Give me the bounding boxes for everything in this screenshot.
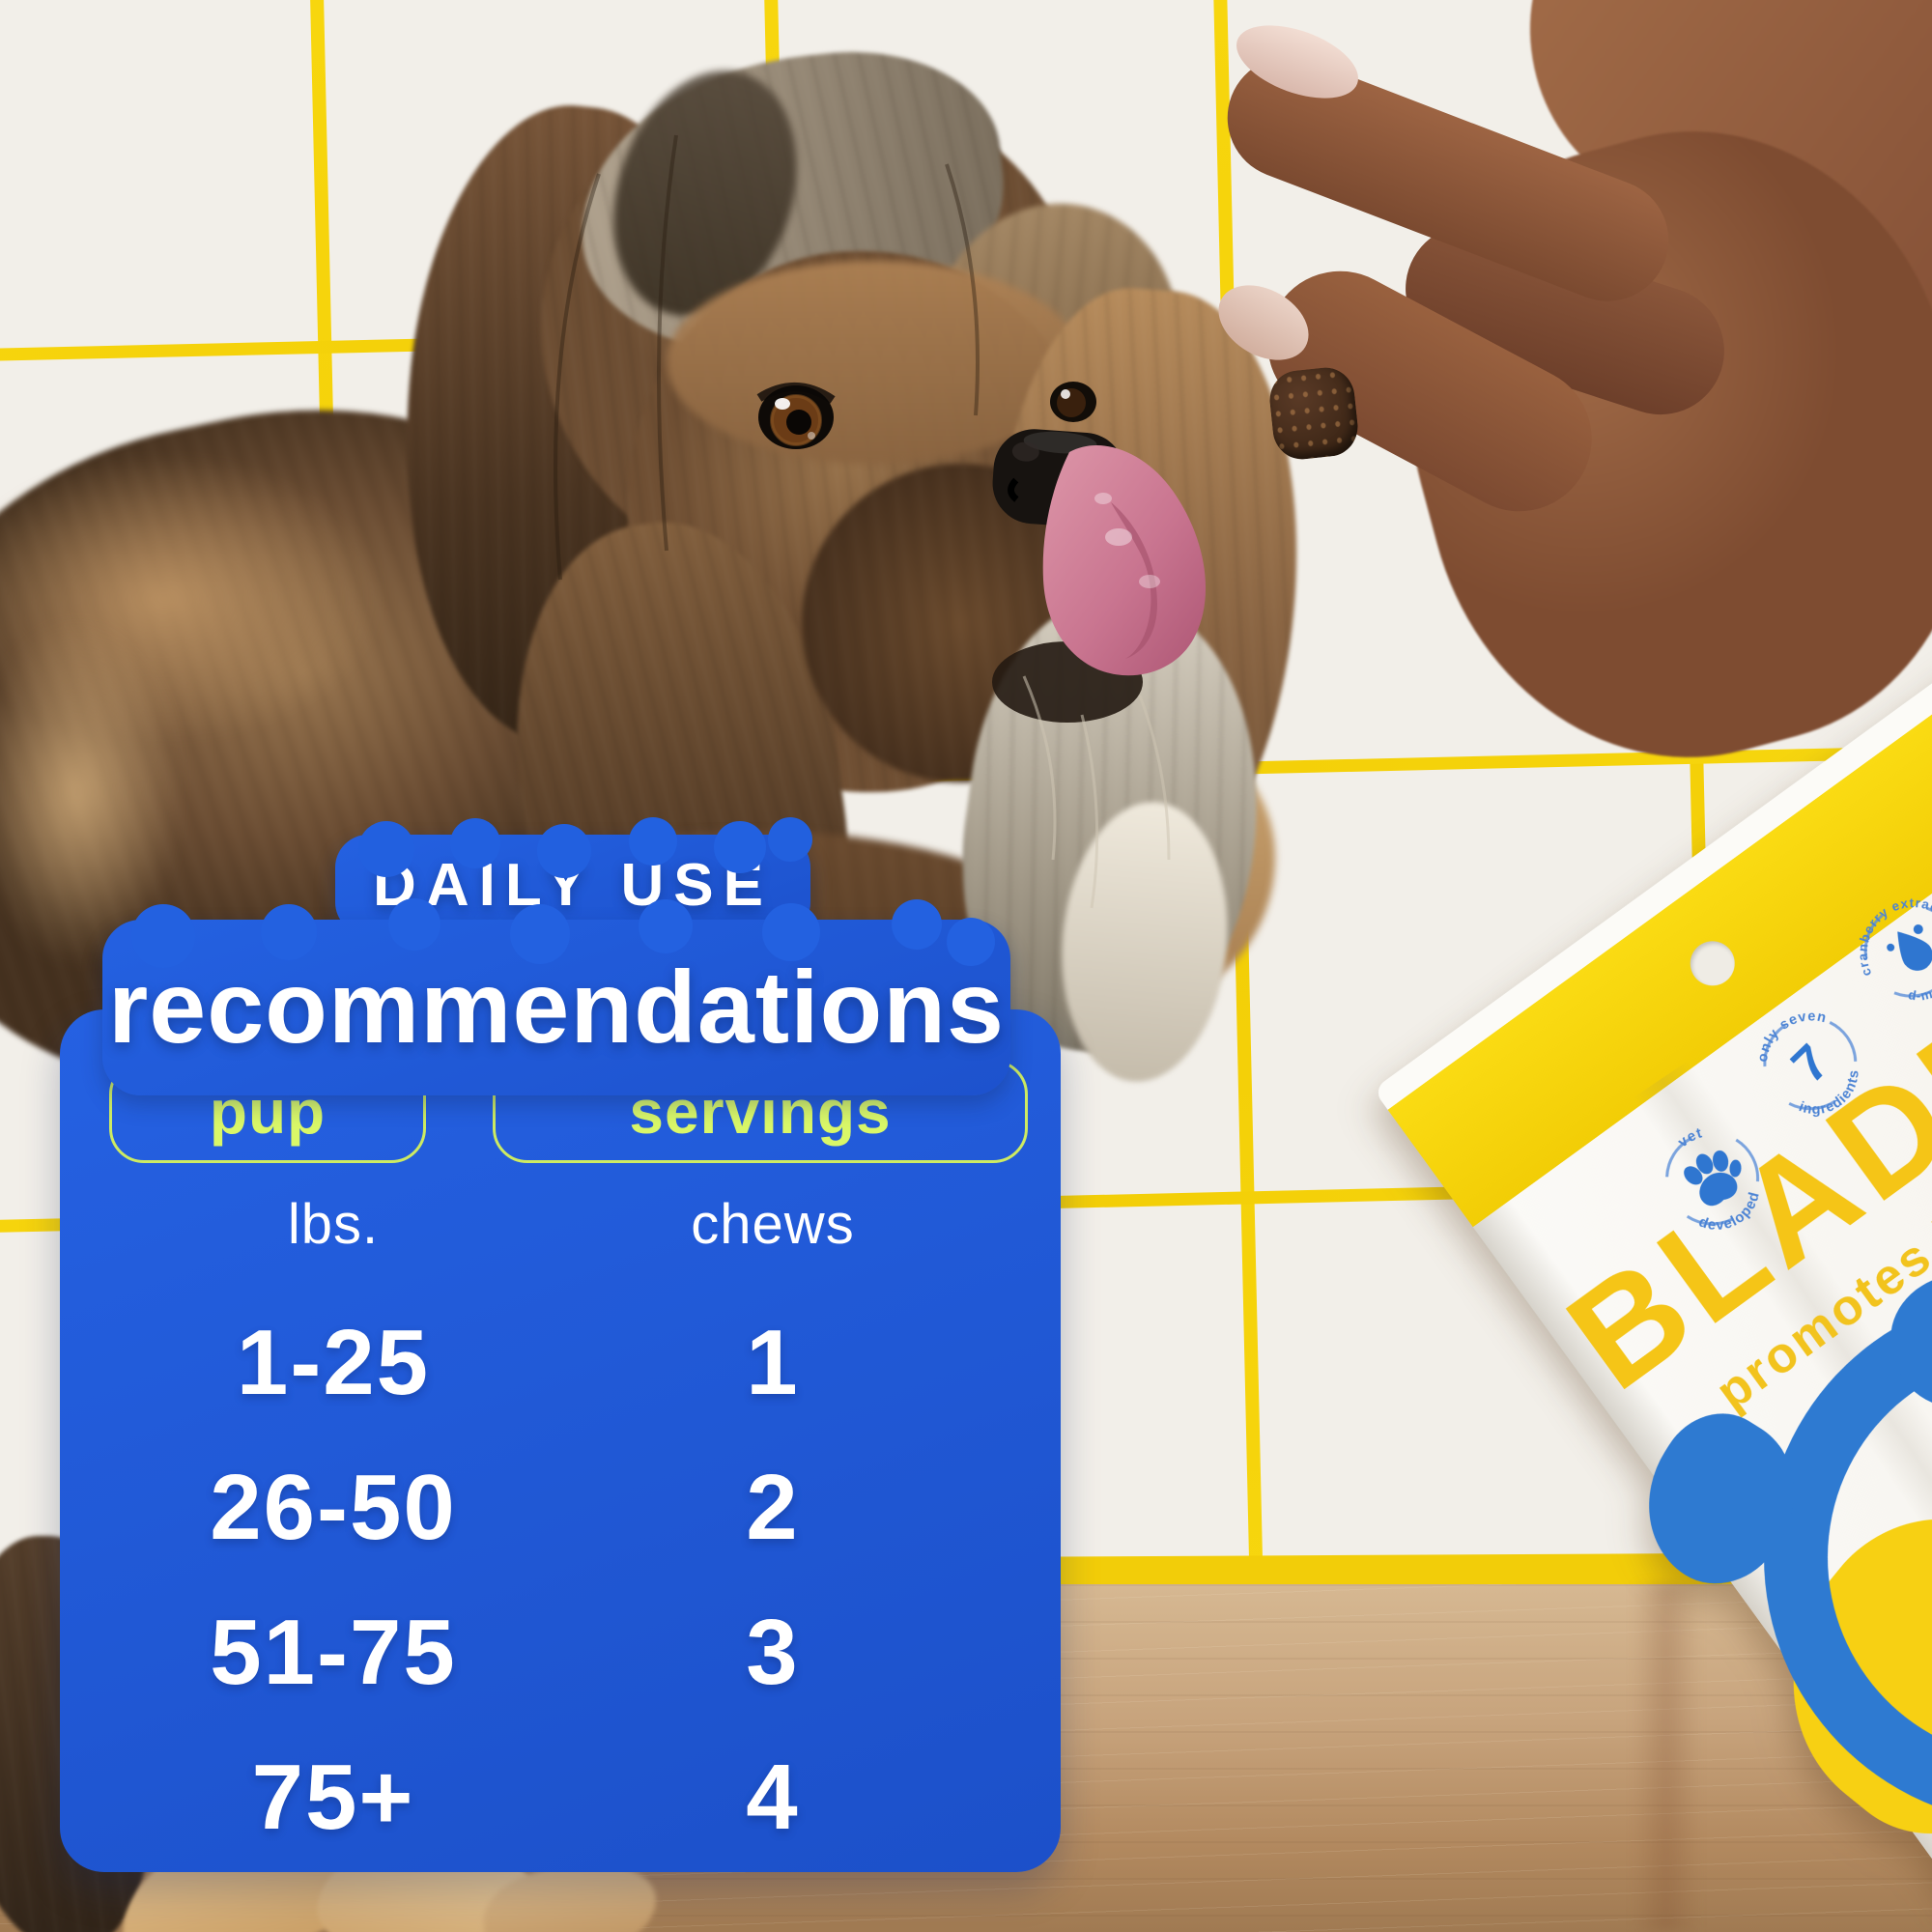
dog-right-eye	[1050, 382, 1096, 422]
table-row-weight: 51-75	[210, 1601, 457, 1704]
recommendations-title: recommendations	[107, 950, 1005, 1065]
dog-fur-strands	[554, 134, 980, 581]
table-row-weight: 75+	[251, 1746, 415, 1849]
recommendations-panel	[60, 1009, 1061, 1872]
recommendations-sticker: recommendations	[102, 904, 1010, 1095]
wood-grain-streak	[1633, 1584, 1700, 1932]
daily-use-sticker: DAILY USE	[335, 821, 810, 935]
table-row-chews: 1	[746, 1311, 800, 1414]
dog-tongue	[1042, 445, 1207, 676]
table-row-chews: 2	[746, 1456, 800, 1559]
table-row-weight: 1-25	[236, 1311, 431, 1414]
dog-left-eye	[756, 383, 836, 449]
paw-icon	[1684, 1150, 1742, 1207]
table-row-chews: 3	[746, 1601, 800, 1704]
table-row-chews: 4	[746, 1746, 800, 1849]
daily-use-title: DAILY USE	[373, 851, 773, 919]
table-row-weight: 26-50	[210, 1456, 457, 1559]
servings-unit-label: chews	[691, 1193, 855, 1256]
droplet-icon	[1887, 924, 1932, 971]
product-bag: vet developed 7 only seven ingredients	[1333, 390, 1932, 1932]
pup-unit-label: lbs.	[287, 1193, 380, 1256]
dog-whisker-strands	[1022, 675, 1171, 909]
dog-brow	[667, 261, 1082, 464]
